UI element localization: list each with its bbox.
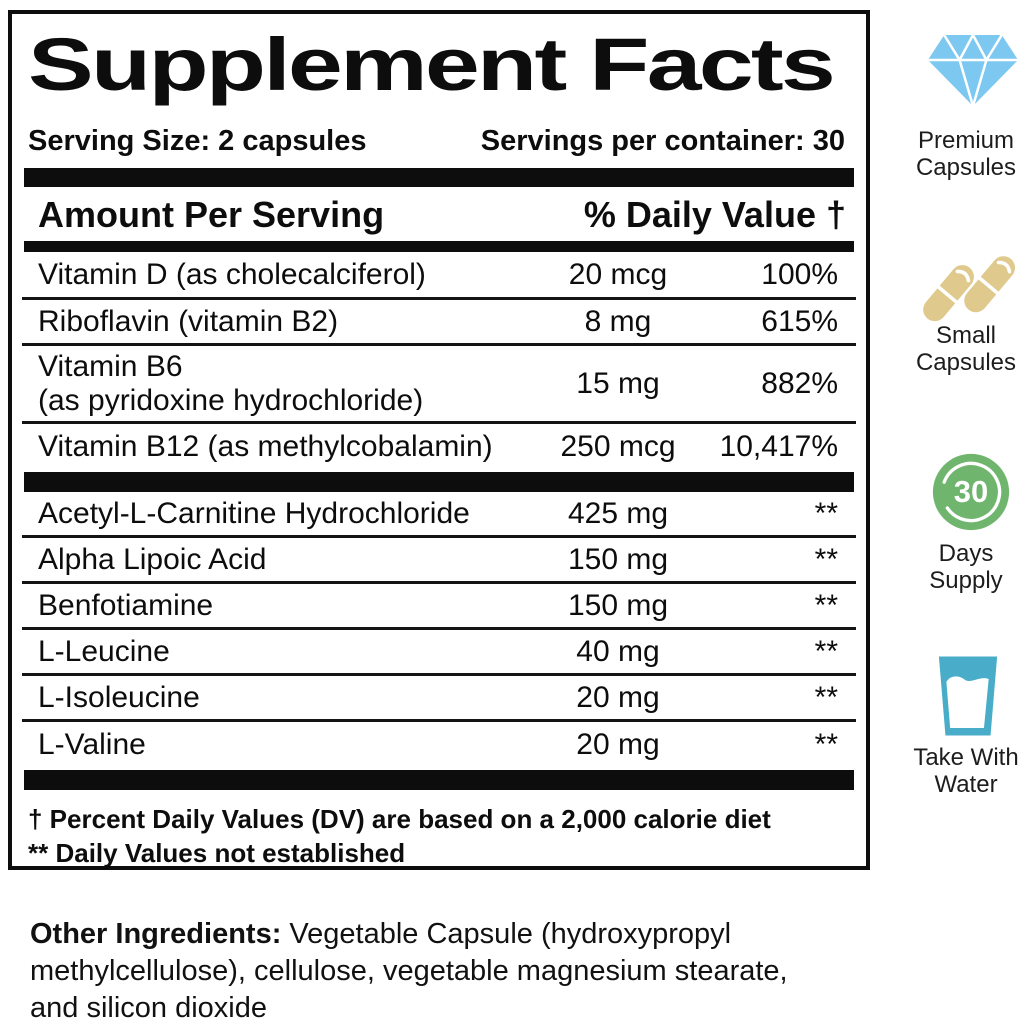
serving-row: Serving Size: 2 capsules Servings per co… [28, 127, 845, 156]
table-row: L-Isoleucine 20 mg ** [22, 676, 856, 722]
page-title: Supplement Facts [28, 23, 836, 106]
divider-bar-thick [24, 168, 854, 187]
table-row: Acetyl-L-Carnitine Hydrochloride 425 mg … [22, 492, 856, 538]
premium-capsules-label: Premium Capsules [915, 127, 1017, 181]
take-with-water-label: Take With Water [913, 744, 1019, 798]
small-capsules-label: Small Capsules [915, 322, 1017, 376]
days-supply-label: Days Supply [929, 540, 1003, 594]
dv-footnote: † Percent Daily Values (DV) are based on… [28, 804, 771, 834]
diamond-icon [926, 33, 1020, 108]
water-glass-icon [938, 656, 998, 736]
amount-per-serving-header: Amount Per Serving [38, 194, 385, 235]
blend-rows: Acetyl-L-Carnitine Hydrochloride 425 mg … [22, 492, 856, 768]
daily-value-header: % Daily Value † [583, 194, 846, 235]
not-established-footnote: ** Daily Values not established [28, 838, 406, 868]
table-row: Vitamin B6 (as pyridoxine hydrochloride)… [22, 346, 856, 424]
30-days-circle-icon [932, 453, 1010, 531]
table-row: Vitamin D (as cholecalciferol) 20 mcg 10… [22, 252, 856, 300]
serving-size: Serving Size: 2 capsules [28, 125, 367, 157]
vitamin-rows: Vitamin D (as cholecalciferol) 20 mcg 10… [22, 252, 856, 470]
divider-bar-thick [24, 472, 854, 492]
capsules-icon [923, 256, 1016, 322]
other-ingredients-label: Other Ingredients: [30, 918, 282, 950]
footnotes: † Percent Daily Values (DV) are based on… [28, 802, 850, 870]
badge-column: Premium Capsules Small Capsules [886, 0, 1024, 1019]
days-count: 30 [953, 474, 989, 509]
table-row: L-Leucine 40 mg ** [22, 630, 856, 676]
table-row: Alpha Lipoic Acid 150 mg ** [22, 538, 856, 584]
supplement-facts-panel: Supplement Facts Serving Size: 2 capsule… [8, 10, 870, 870]
table-row: Benfotiamine 150 mg ** [22, 584, 856, 630]
table-row: Riboflavin (vitamin B2) 8 mg 615% [22, 300, 856, 346]
divider-bar-thin [24, 241, 854, 252]
table-row: L-Valine 20 mg ** [38, 728, 838, 761]
other-ingredients: Other Ingredients: Vegetable Capsule (hy… [30, 918, 788, 1019]
table-row: Vitamin B12 (as methylcobalamin) 250 mcg… [38, 430, 838, 463]
servings-per-container: Servings per container: 30 [480, 125, 845, 157]
divider-bar-thick [24, 770, 854, 790]
table-column-header: Amount Per Serving % Daily Value † [38, 194, 846, 235]
